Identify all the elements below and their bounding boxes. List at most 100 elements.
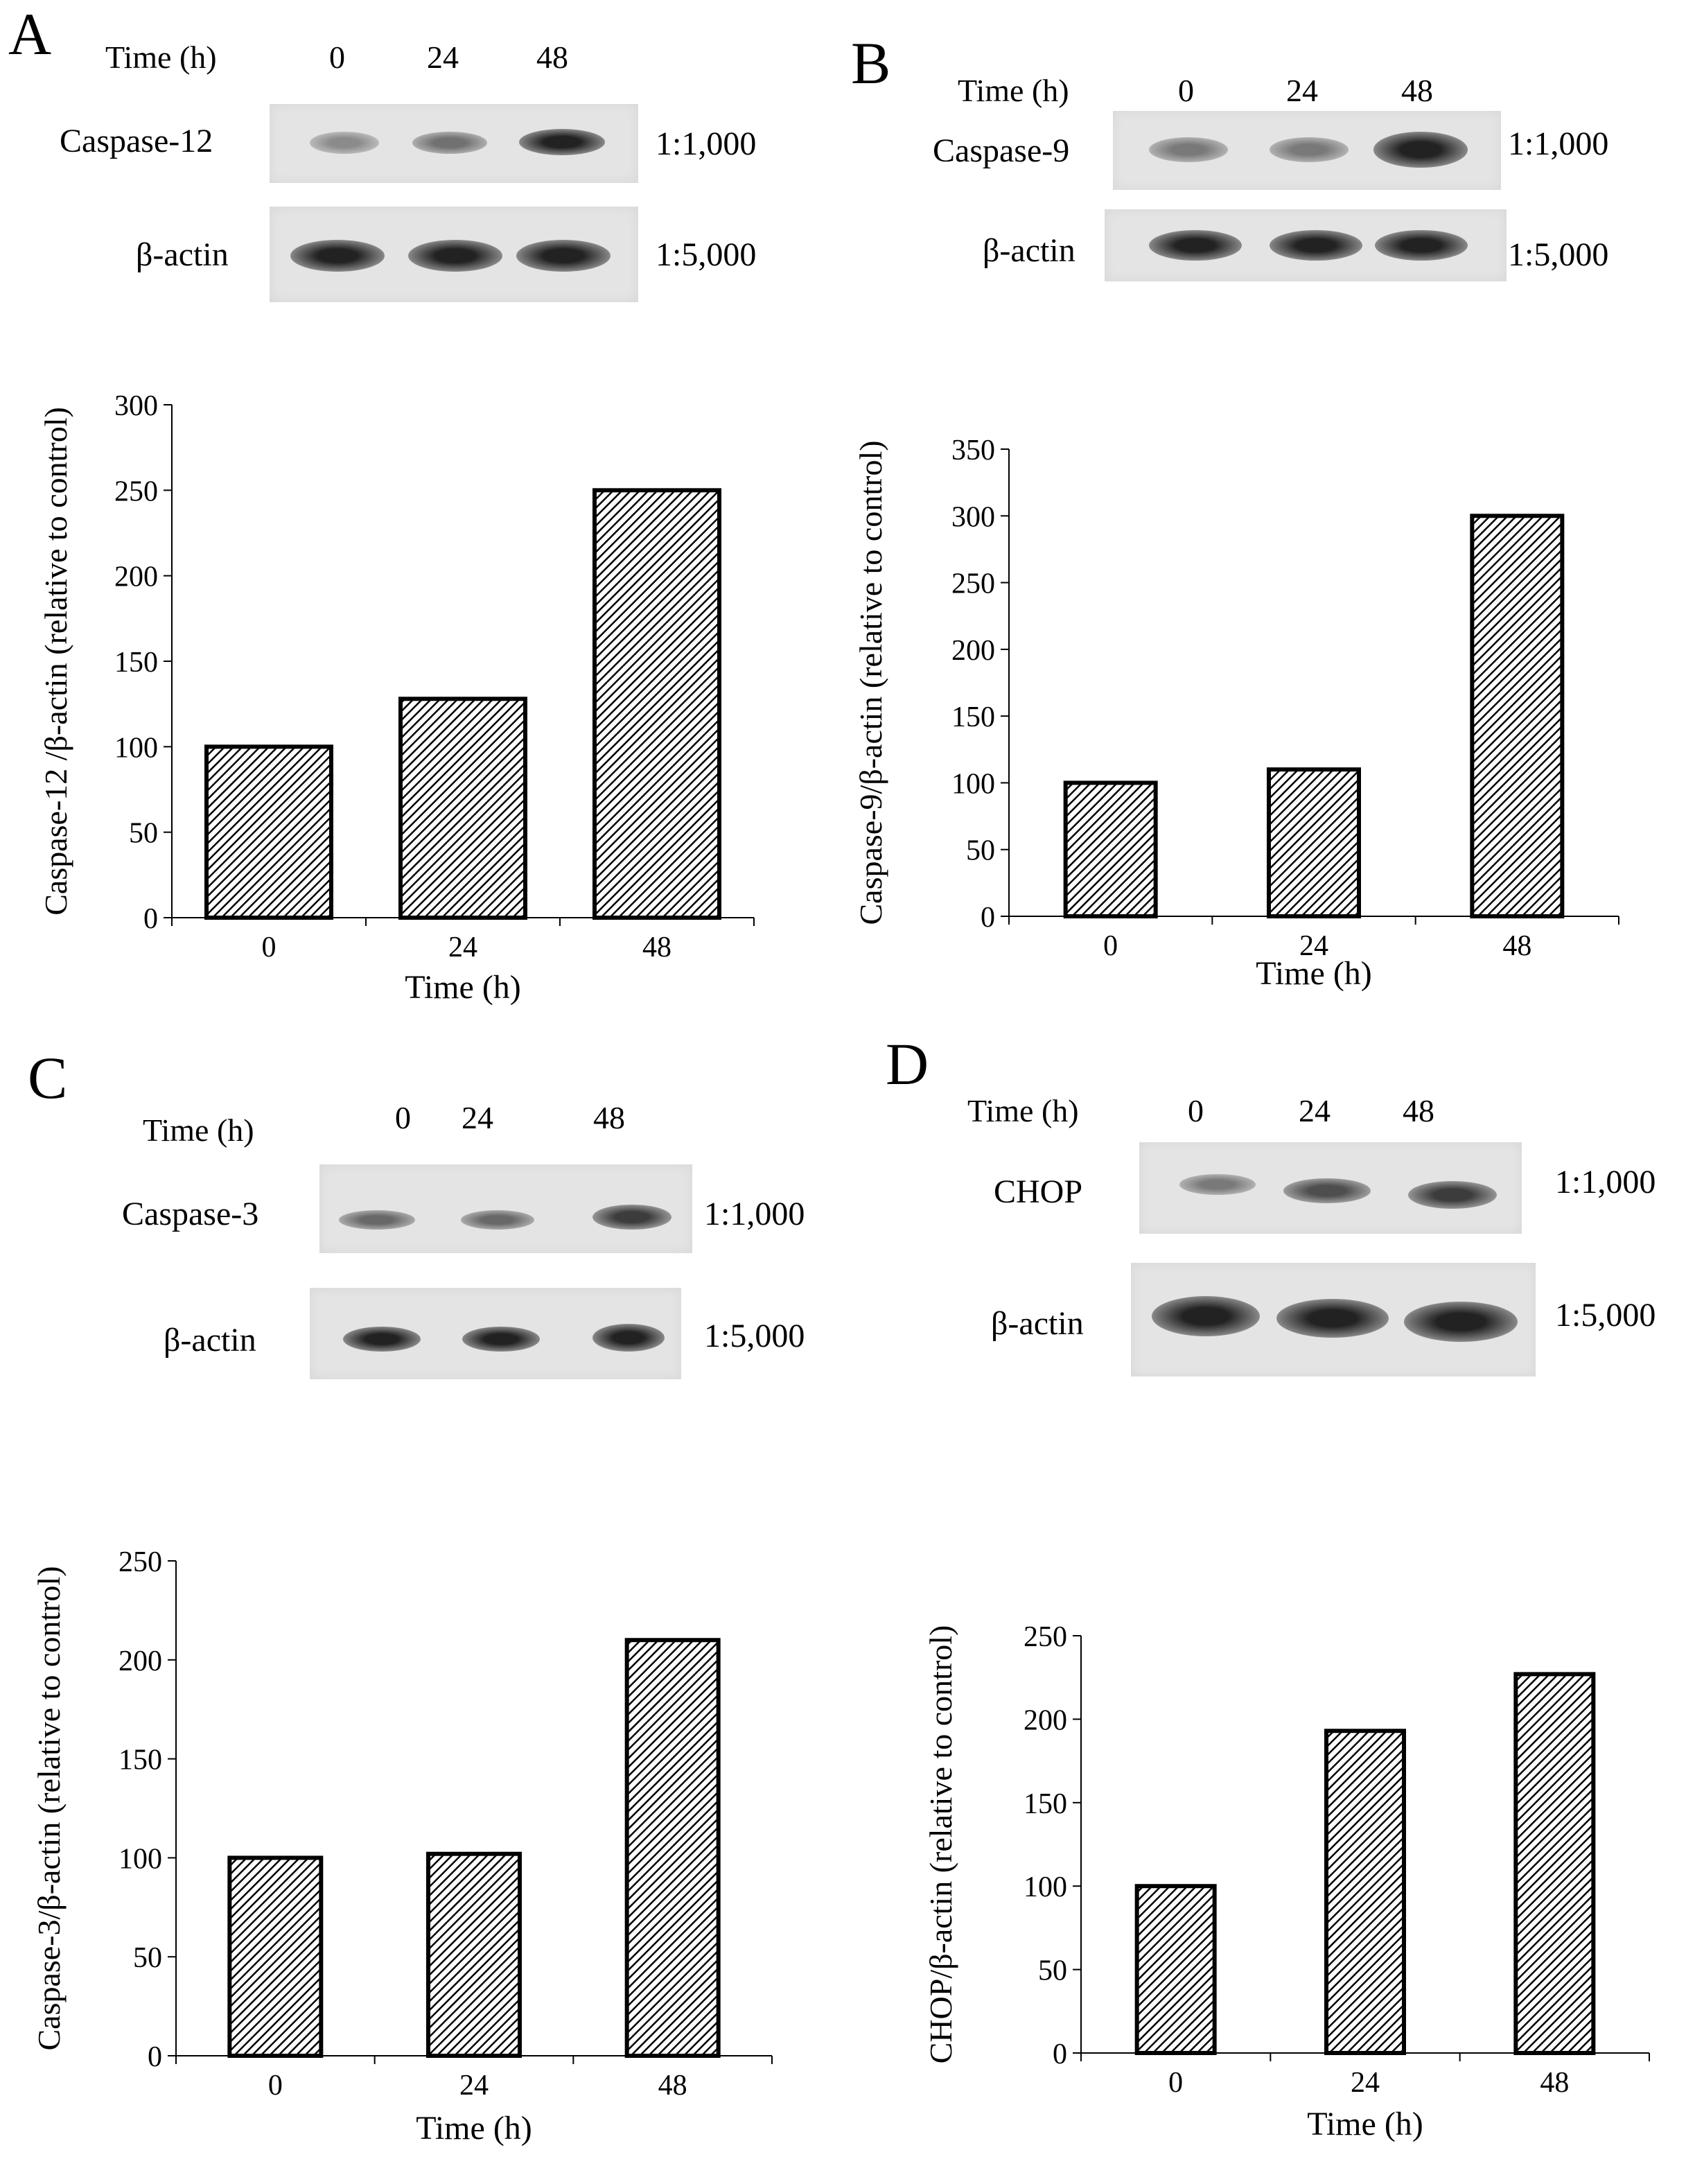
blot-band [1408,1181,1497,1209]
time-header: Time (h) [105,40,217,75]
y-tick-label: 250 [1024,1621,1067,1653]
blot-band [1149,230,1242,261]
blot-band [1270,230,1362,261]
bar [1324,1729,1406,2055]
blot-band [1270,137,1349,162]
blot-row-label: CHOP [994,1173,1083,1210]
x-tick-label: 24 [1351,2067,1380,2099]
y-tick-label: 100 [951,768,995,800]
y-tick-label: 200 [118,1645,162,1677]
y-tick-label: 300 [951,501,995,533]
blot-row-label: Caspase-12 [60,123,213,159]
x-tick-label: 0 [1168,2067,1183,2099]
blot-band [592,1205,671,1230]
panel-letter: D [886,1031,929,1097]
blot-band [1283,1178,1371,1203]
dilution-label: 1:5,000 [1508,236,1609,273]
x-tick-label: 48 [658,2070,687,2102]
time-header: Time (h) [958,73,1069,108]
blot-band [412,132,487,154]
bar [592,488,721,920]
blot-band [1179,1174,1256,1195]
bar [1063,780,1158,919]
dilution-label: 1:1,000 [704,1196,805,1232]
blot-strip [270,207,638,302]
time-header: Time (h) [143,1112,254,1148]
x-axis-title: Time (h) [1256,955,1372,992]
y-tick-label: 300 [114,390,158,422]
y-tick-label: 0 [981,902,995,934]
blot-band [592,1324,665,1352]
blot-band [461,1210,534,1230]
y-tick-label: 200 [1024,1704,1067,1736]
bar [1134,1884,1217,2056]
bar [1267,767,1361,919]
blot-strip [270,104,638,183]
blot-row-label: Caspase-9 [933,132,1070,169]
y-tick-label: 50 [1038,1955,1067,1987]
blot-band [1152,1296,1260,1336]
x-axis-title: Time (h) [416,2110,532,2147]
blot-band [1375,230,1468,261]
blot-band [519,129,605,155]
x-tick-label: 24 [1299,930,1328,962]
y-tick-label: 150 [114,647,158,679]
lane-label: 48 [1401,73,1433,108]
bar-chart-caspase-3: 0 50 100 150 200 250 0 24 48 Time (h) Caspase-3/β-… [31,1546,773,2147]
panel-letter: B [851,30,891,96]
x-tick-label: 48 [642,932,671,963]
lane-label: 48 [593,1100,625,1135]
y-tick-label: 250 [118,1546,162,1578]
panel-letter: A [8,1,52,67]
blot-strip [1139,1142,1522,1234]
blot-band [343,1327,421,1352]
lane-label: 0 [329,40,345,75]
bar-chart-caspase-9: 0 50 100 150 200 250 300 350 0 24 48 Time (h) Caspas… [853,435,1619,992]
blot-band [1149,137,1228,162]
y-tick-label: 100 [1024,1871,1067,1903]
y-tick-label: 200 [951,635,995,667]
blot-row-label: β-actin [991,1305,1084,1342]
y-tick-label: 50 [966,835,995,867]
panel-letter: C [28,1045,68,1111]
y-tick-label: 50 [129,818,158,850]
x-tick-label: 24 [448,932,477,963]
y-tick-label: 150 [118,1745,162,1776]
bar [204,744,333,920]
lane-label: 24 [462,1100,493,1135]
y-tick-label: 50 [133,1942,162,1974]
blot-band [290,240,385,272]
y-tick-label: 100 [114,732,158,764]
blot-strip [1131,1263,1536,1377]
y-tick-label: 0 [148,2041,162,2073]
blot-row-label: Caspase-3 [122,1196,259,1232]
blot-row-label: β-actin [164,1322,256,1359]
x-tick-label: 48 [1502,930,1531,962]
y-axis-title: Caspase-9/β-actin (relative to control) [853,440,888,925]
blot-band [462,1327,540,1352]
dilution-label: 1:1,000 [656,125,757,162]
blot-strip [1113,111,1501,190]
bar [227,1855,324,2059]
blot-strip [310,1288,681,1379]
y-axis-title: CHOP/β-actin (relative to control) [923,1625,958,2064]
x-tick-label: 0 [262,932,276,963]
y-tick-label: 250 [951,568,995,600]
time-header: Time (h) [967,1093,1079,1128]
y-tick-label: 0 [143,903,158,935]
lane-label: 24 [427,40,459,75]
blot-band [1373,132,1468,168]
lane-label: 0 [395,1100,411,1135]
blot-band [1404,1302,1518,1342]
bar [624,1638,721,2058]
y-axis-title: Caspase-12 /β-actin (relative to control… [38,407,73,916]
x-axis-title: Time (h) [1307,2106,1423,2142]
y-tick-label: 350 [951,435,995,466]
y-tick-label: 0 [1053,2038,1067,2070]
blot-band [339,1210,415,1230]
dilution-label: 1:5,000 [1555,1297,1656,1334]
lane-label: 0 [1188,1093,1204,1128]
x-axis-title: Time (h) [405,969,521,1006]
y-tick-label: 250 [114,475,158,507]
blot-band [310,132,379,154]
